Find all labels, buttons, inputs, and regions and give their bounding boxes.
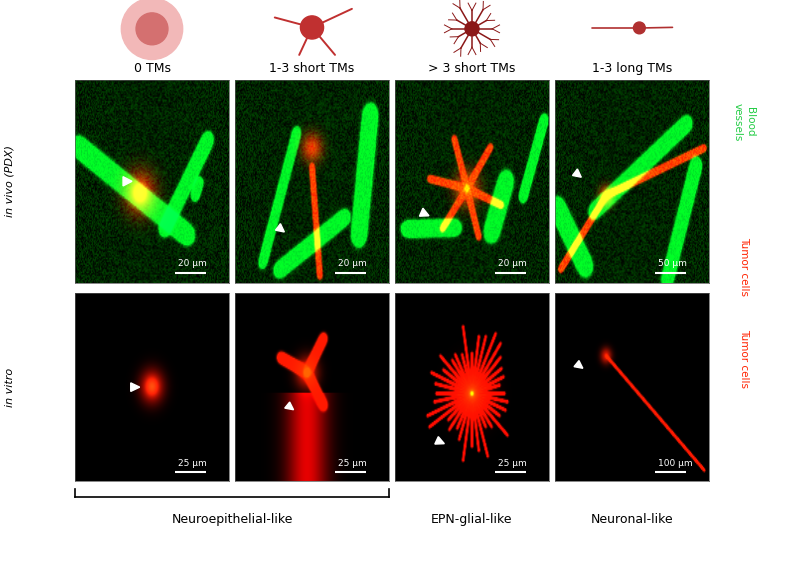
Polygon shape: [574, 361, 583, 368]
Text: > 3 short TMs: > 3 short TMs: [428, 62, 516, 75]
Text: 25 μm: 25 μm: [338, 459, 367, 468]
Circle shape: [634, 22, 646, 34]
Text: 20 μm: 20 μm: [498, 259, 527, 268]
Polygon shape: [285, 402, 294, 410]
Circle shape: [465, 22, 479, 36]
Text: 0 TMs: 0 TMs: [134, 62, 170, 75]
Circle shape: [301, 16, 323, 39]
Polygon shape: [275, 224, 284, 232]
Polygon shape: [419, 208, 429, 216]
Text: 100 μm: 100 μm: [658, 459, 693, 468]
Text: Neuronal-like: Neuronal-like: [590, 513, 674, 526]
Text: Tumor cells: Tumor cells: [739, 329, 749, 388]
Circle shape: [122, 0, 182, 59]
Text: Neuroepithelial-like: Neuroepithelial-like: [171, 513, 293, 526]
Polygon shape: [573, 169, 582, 177]
Polygon shape: [123, 176, 132, 186]
Text: Tumor cells: Tumor cells: [739, 237, 749, 296]
Text: Blood
vessels: Blood vessels: [733, 103, 755, 141]
Polygon shape: [130, 383, 140, 392]
Circle shape: [136, 13, 168, 45]
Text: 20 μm: 20 μm: [338, 259, 367, 268]
Text: 50 μm: 50 μm: [658, 259, 687, 268]
Text: in vivo (PDX): in vivo (PDX): [5, 145, 14, 218]
Polygon shape: [435, 437, 444, 444]
Text: 25 μm: 25 μm: [498, 459, 527, 468]
Text: 25 μm: 25 μm: [178, 459, 207, 468]
Text: 1-3 short TMs: 1-3 short TMs: [270, 62, 354, 75]
Text: 1-3 long TMs: 1-3 long TMs: [592, 62, 672, 75]
Text: EPN-glial-like: EPN-glial-like: [431, 513, 513, 526]
Text: 20 μm: 20 μm: [178, 259, 207, 268]
Text: in vitro: in vitro: [5, 368, 14, 407]
